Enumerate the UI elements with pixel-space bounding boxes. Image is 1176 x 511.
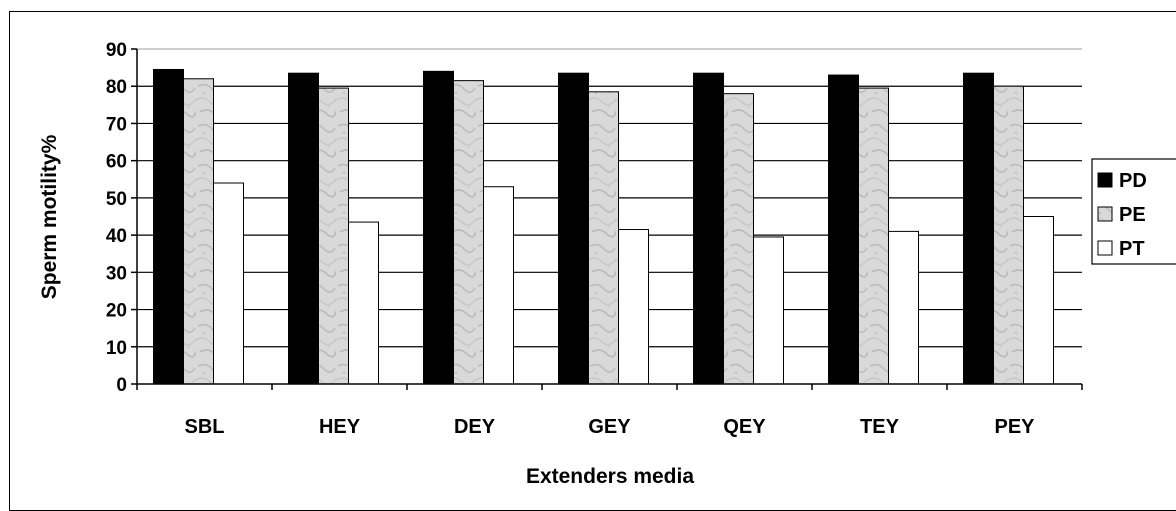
- y-tick-label: 80: [106, 77, 127, 98]
- bar-pd-pey: [963, 72, 994, 385]
- x-category-label: TEY: [860, 416, 900, 438]
- bar-pe-tey: [858, 87, 889, 385]
- bar-pe-sbl: [183, 78, 214, 385]
- legend-label-pe: PE: [1119, 204, 1146, 226]
- bar-pt-qey: [753, 236, 784, 385]
- bar-pt-gey: [618, 229, 649, 385]
- y-tick-label: 30: [106, 263, 127, 284]
- legend-swatch-pd: [1097, 172, 1113, 188]
- x-category-label: PEY: [994, 416, 1035, 438]
- legend-swatch-pe: [1097, 206, 1113, 222]
- y-tick-label: 90: [106, 40, 127, 61]
- x-axis-title: Extenders media: [526, 465, 694, 488]
- x-category-label: HEY: [319, 416, 361, 438]
- axes: [131, 48, 1083, 390]
- y-tick-label: 70: [106, 114, 127, 135]
- x-category-label: GEY: [588, 416, 631, 438]
- bar-pe-gey: [588, 91, 619, 385]
- x-category-label: DEY: [454, 416, 496, 438]
- y-tick-label: 20: [106, 301, 127, 322]
- y-tick-label: 50: [106, 189, 127, 210]
- y-tick-label: 0: [116, 375, 127, 396]
- bar-pd-dey: [423, 70, 454, 385]
- bars: [153, 68, 1054, 385]
- bar-pd-hey: [288, 72, 319, 385]
- x-category-label: SBL: [185, 416, 225, 438]
- x-category-labels: SBL HEY DEY GEY QEY TEY PEY: [185, 416, 1036, 438]
- bar-pd-qey: [693, 72, 724, 385]
- bar-pt-sbl: [213, 182, 244, 385]
- bar-pe-hey: [318, 87, 349, 385]
- legend: PD PE PT: [1091, 158, 1176, 265]
- bar-pd-gey: [558, 72, 589, 385]
- y-tick-label: 10: [106, 338, 127, 359]
- bar-pt-hey: [348, 221, 379, 385]
- y-tick-labels: 0 10 20 30 40 50 60 70 80 90: [106, 40, 127, 396]
- y-axis-title: Sperm motility%: [38, 134, 61, 299]
- bar-pe-pey: [993, 85, 1024, 385]
- bar-pe-qey: [723, 93, 754, 385]
- legend-label-pt: PT: [1119, 238, 1145, 260]
- y-tick-label: 40: [106, 226, 127, 247]
- bar-pd-sbl: [153, 68, 184, 385]
- bar-pt-dey: [483, 186, 514, 385]
- bar-pd-tey: [828, 74, 859, 385]
- bar-pt-tey: [888, 230, 919, 385]
- legend-label-pd: PD: [1119, 170, 1147, 192]
- legend-swatch-pt: [1097, 240, 1113, 256]
- bar-pe-dey: [453, 80, 484, 385]
- y-tick-label: 60: [106, 152, 127, 173]
- x-category-label: QEY: [723, 416, 766, 438]
- bar-pt-pey: [1023, 216, 1054, 385]
